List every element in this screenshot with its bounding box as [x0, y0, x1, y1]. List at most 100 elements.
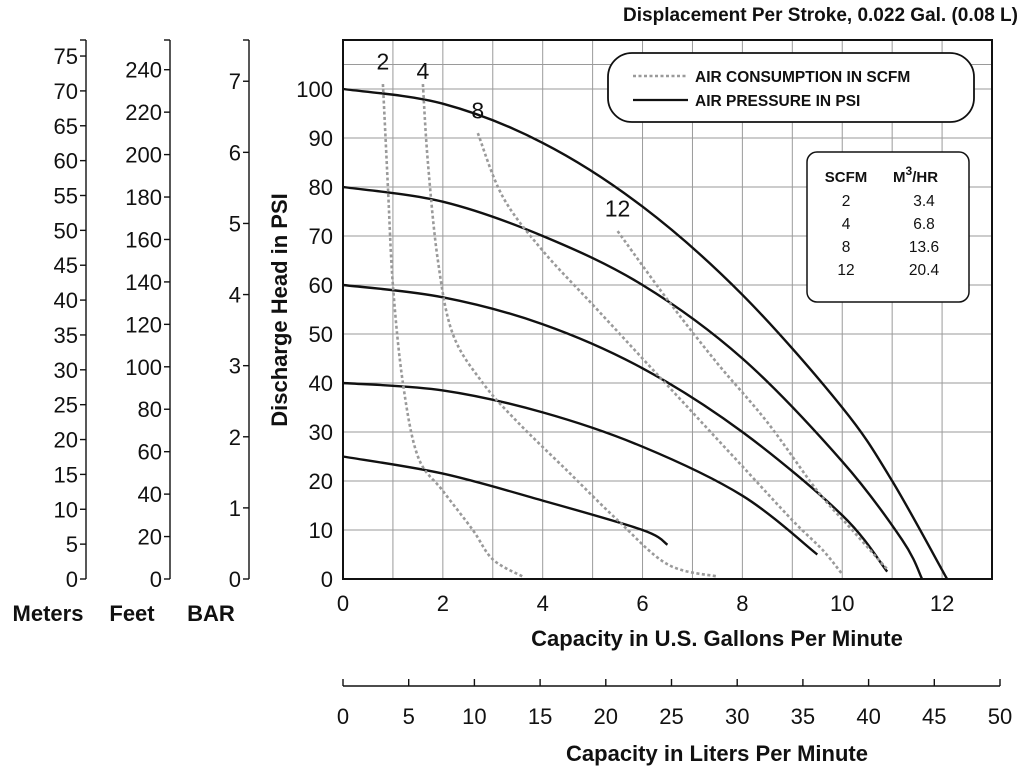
scale-tick-label: 220 — [125, 100, 162, 125]
air-pressure-curve-1 — [342, 185, 924, 580]
x-tick-label: 6 — [636, 591, 648, 616]
lpm-tick-label: 15 — [528, 704, 552, 729]
air-pressure-curve-0 — [342, 87, 949, 580]
y-tick-label: 20 — [309, 469, 333, 494]
lpm-tick-label: 10 — [462, 704, 486, 729]
table-cell-scfm: 8 — [842, 239, 851, 256]
scale-tick-label: 140 — [125, 270, 162, 295]
scale-tick-label: 4 — [229, 283, 241, 308]
table-cell-scfm: 4 — [842, 216, 851, 233]
scale-tick-label: 35 — [54, 323, 78, 348]
x-tick-label: 8 — [736, 591, 748, 616]
scale-name: Meters — [13, 601, 84, 626]
scale-name: BAR — [187, 601, 235, 626]
table-cell-m3hr: 6.8 — [913, 216, 935, 233]
lpm-tick-label: 30 — [725, 704, 749, 729]
air-consumption-curve-2-scfm — [381, 84, 524, 578]
chart-title: Displacement Per Stroke, 0.022 Gal. (0.0… — [623, 5, 1018, 26]
scale-tick-label: 55 — [54, 183, 78, 208]
y-tick-label: 80 — [309, 175, 333, 200]
lpm-tick-label: 50 — [988, 704, 1012, 729]
scale-tick-label: 5 — [229, 211, 241, 236]
table-cell-scfm: 2 — [842, 193, 851, 210]
scale-tick-label: 60 — [138, 440, 162, 465]
curve-label-12-scfm: 12 — [605, 195, 631, 221]
scale-feet: 0 20 40 60 80 100 120 140 160 180 200 220 240 Feet — [109, 39, 171, 626]
scale-tick-label: 20 — [54, 428, 78, 453]
table-cell-m3hr: 20.4 — [909, 262, 940, 279]
scale-tick-label: 200 — [125, 143, 162, 168]
air-pressure-curve-2 — [342, 283, 889, 573]
lpm-tick-label: 25 — [659, 704, 683, 729]
legend: AIR CONSUMPTION IN SCFM AIR PRESSURE IN … — [607, 52, 975, 123]
scale-tick-label: 30 — [54, 358, 78, 383]
scale-tick-label: 60 — [54, 149, 78, 174]
scale-tick-label: 50 — [54, 218, 78, 243]
secondary-axis-title: Capacity in Liters Per Minute — [566, 741, 868, 766]
scale-name: Feet — [109, 601, 155, 626]
scale-tick-label: 65 — [54, 114, 78, 139]
air-pressure-curve-4 — [342, 455, 669, 546]
scfm-curve-labels: 2 4 8 12 — [377, 48, 631, 221]
legend-label-air-consumption: AIR CONSUMPTION IN SCFM — [695, 69, 910, 86]
table-cell-scfm: 12 — [837, 262, 854, 279]
y-tick-label: 40 — [309, 371, 333, 396]
table-cell-m3hr: 13.6 — [909, 239, 939, 256]
scale-tick-label: 5 — [66, 532, 78, 557]
scale-tick-label: 0 — [66, 567, 78, 592]
y-tick-label: 100 — [296, 77, 333, 102]
scfm-conversion-table: SCFM M3/HR 2 3.4 4 6.8 8 13.6 12 20.4 — [806, 151, 970, 303]
table-header-scfm: SCFM — [825, 169, 868, 186]
y-tick-label: 60 — [309, 273, 333, 298]
lpm-tick-label: 40 — [856, 704, 880, 729]
legend-label-air-pressure: AIR PRESSURE IN PSI — [695, 93, 860, 110]
y-axis-title: Discharge Head in PSI — [267, 193, 292, 427]
lpm-tick-label: 20 — [594, 704, 618, 729]
scale-meters: 0 5 10 15 20 25 30 35 40 45 50 55 60 65 70 75 Meters — [13, 39, 87, 626]
x-tick-label: 4 — [537, 591, 549, 616]
scale-tick-label: 40 — [138, 482, 162, 507]
scale-tick-label: 3 — [229, 354, 241, 379]
left-unit-scales: 051015202530354045505560657075Meters0204… — [13, 39, 250, 626]
y-tick-label: 90 — [309, 126, 333, 151]
scale-tick-label: 80 — [138, 397, 162, 422]
x-tick-label: 10 — [830, 591, 854, 616]
scale-tick-label: 180 — [125, 185, 162, 210]
air-consumption-curves — [381, 84, 889, 578]
scale-tick-label: 0 — [150, 567, 162, 592]
y-axis-psi: 0 10 20 30 40 50 60 70 80 90 100 — [296, 77, 333, 592]
scale-tick-label: 75 — [54, 44, 78, 69]
x-tick-label: 0 — [337, 591, 349, 616]
secondary-axis-lpm: 0 5 10 15 20 25 30 35 40 45 50 — [337, 679, 1012, 729]
scale-tick-label: 2 — [229, 425, 241, 450]
x-axis-title: Capacity in U.S. Gallons Per Minute — [531, 626, 903, 651]
air-consumption-curve-12-scfm — [616, 230, 889, 571]
curve-label-2-scfm: 2 — [377, 48, 390, 74]
scale-tick-label: 1 — [229, 496, 241, 521]
x-axis-gpm: 0 2 4 6 8 10 12 — [337, 591, 954, 616]
table-header-m3hr: M3/HR — [893, 164, 938, 186]
y-tick-label: 50 — [309, 322, 333, 347]
scale-tick-label: 25 — [54, 393, 78, 418]
air-consumption-curve-4-scfm — [421, 84, 718, 578]
scale-tick-label: 15 — [54, 462, 78, 487]
air-consumption-curve-8-scfm — [476, 132, 844, 575]
scale-tick-label: 0 — [229, 567, 241, 592]
scale-tick-label: 70 — [54, 79, 78, 104]
legend-box — [607, 52, 975, 123]
air-pressure-curves — [342, 87, 949, 580]
air-pressure-curve-3 — [342, 381, 819, 556]
scale-tick-label: 6 — [229, 140, 241, 165]
y-tick-label: 10 — [309, 518, 333, 543]
lpm-tick-label: 0 — [337, 704, 349, 729]
curve-label-4-scfm: 4 — [416, 58, 429, 84]
y-tick-label: 70 — [309, 224, 333, 249]
lpm-tick-label: 5 — [403, 704, 415, 729]
lpm-tick-label: 35 — [791, 704, 815, 729]
scale-tick-label: 45 — [54, 253, 78, 278]
plot-frame — [342, 39, 993, 580]
y-tick-label: 0 — [321, 567, 333, 592]
scale-bar: 0 1 2 3 4 5 6 7 BAR — [187, 39, 250, 626]
scale-tick-label: 100 — [125, 355, 162, 380]
